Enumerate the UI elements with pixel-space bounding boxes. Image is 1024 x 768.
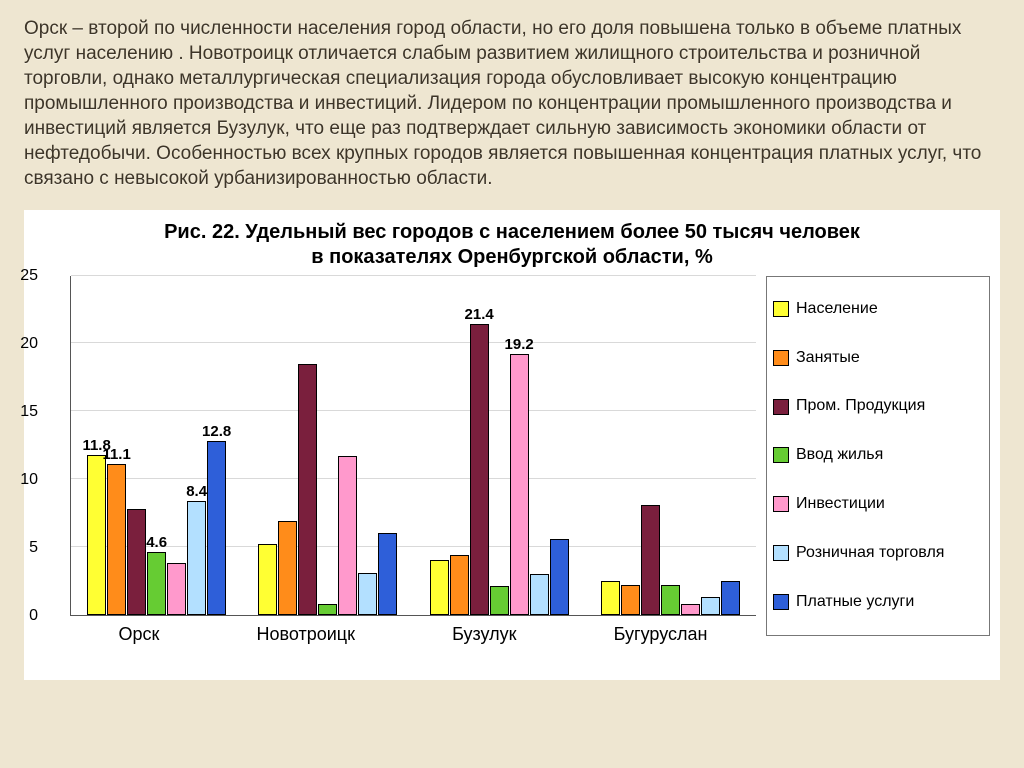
bar: 19.2 [510,354,529,614]
bar [318,604,337,615]
bar [278,521,297,615]
bar [490,586,509,614]
bar: 4.6 [147,552,166,614]
legend-label: Занятые [796,349,860,367]
legend-item: Занятые [773,349,983,367]
legend-swatch [773,350,789,366]
bar-value-label: 11.1 [102,446,130,463]
y-tick: 20 [10,335,38,353]
legend-label: Розничная торговля [796,544,944,562]
bar-group: 21.4 19.2 [430,276,569,615]
bar-value-label: 21.4 [465,306,494,323]
legend-item: Пром. Продукция [773,397,983,415]
y-axis: 0510152025 [34,276,64,616]
bar [661,585,680,615]
bar-group [258,276,397,615]
chart-title-line2: в показателях Оренбургской области, % [311,246,712,268]
legend-item: Ввод жилья [773,446,983,464]
body-paragraph: Орск – второй по численности населения г… [24,16,1000,192]
y-tick: 0 [10,607,38,625]
y-tick: 10 [10,471,38,489]
plot-area: 11.811.14.68.412.821.419.2 0510152025 Ор… [40,276,762,656]
bar-value-label: 19.2 [505,336,534,353]
bar: 8.4 [187,501,206,615]
bar-value-label: 12.8 [202,423,231,440]
bar [701,597,720,615]
bar [298,364,317,615]
bar-value-label: 4.6 [146,534,167,551]
legend-swatch [773,594,789,610]
chart-title: Рис. 22. Удельный вес городов с населени… [34,220,990,270]
legend-swatch [773,496,789,512]
legend-label: Пром. Продукция [796,397,925,415]
chart-panel: Рис. 22. Удельный вес городов с населени… [24,210,1000,680]
bar [258,544,277,615]
chart-body: 11.811.14.68.412.821.419.2 0510152025 Ор… [34,276,990,656]
bar [530,574,549,615]
x-axis-labels: Орск Новотроицк Бузулук Бугуруслан [70,616,756,656]
y-tick: 25 [10,267,38,285]
legend: Население Занятые Пром. Продукция Ввод жиль… [766,276,990,636]
y-tick: 15 [10,403,38,421]
bar [621,585,640,615]
bar [127,509,146,615]
bar: 11.1 [107,464,126,615]
bar-groups: 11.811.14.68.412.821.419.2 [71,276,756,615]
y-tick: 5 [10,539,38,557]
bar: 21.4 [470,324,489,614]
legend-swatch [773,399,789,415]
bar-group [601,276,740,615]
x-label: Новотроицк [257,616,356,656]
x-label: Бугуруслан [614,616,708,656]
legend-label: Ввод жилья [796,446,883,464]
bar [378,533,397,614]
x-label: Орск [119,616,160,656]
bar-value-label: 8.4 [186,483,207,500]
bar [721,581,740,615]
legend-swatch [773,545,789,561]
bar [167,563,186,615]
bar [641,505,660,615]
x-label: Бузулук [452,616,516,656]
legend-item: Розничная торговля [773,544,983,562]
page-root: Орск – второй по численности населения г… [0,0,1024,768]
bar [338,456,357,615]
bar: 11.8 [87,455,106,615]
legend-item: Население [773,300,983,318]
legend-label: Инвестиции [796,495,885,513]
legend-swatch [773,301,789,317]
legend-label: Платные услуги [796,593,914,611]
bar-group: 11.811.1 4.6 8.412.8 [87,276,226,615]
bar [358,573,377,615]
legend-item: Инвестиции [773,495,983,513]
bar: 12.8 [207,441,226,615]
plot: 11.811.14.68.412.821.419.2 [70,276,756,616]
bar [550,539,569,615]
bar [450,555,469,615]
bar [601,581,620,615]
bar [430,560,449,614]
legend-swatch [773,447,789,463]
bar [681,604,700,615]
legend-item: Платные услуги [773,593,983,611]
legend-label: Население [796,300,878,318]
chart-title-line1: Рис. 22. Удельный вес городов с населени… [164,221,860,243]
